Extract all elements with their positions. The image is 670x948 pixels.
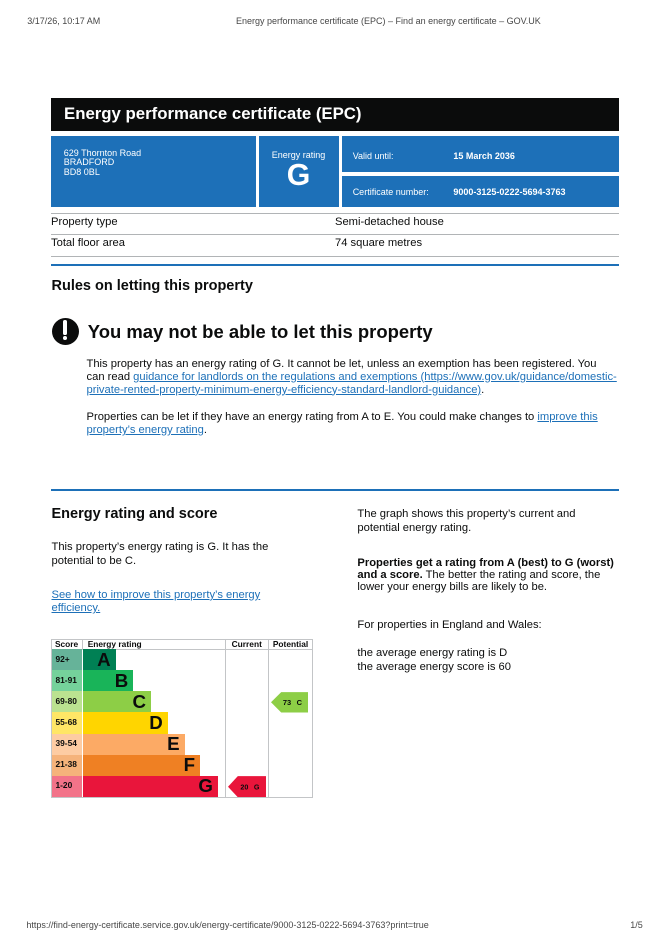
svg-text:C: C (296, 698, 302, 707)
svg-text:G: G (254, 782, 260, 791)
svg-text:73: 73 (283, 698, 291, 707)
svg-text:20: 20 (240, 782, 248, 791)
